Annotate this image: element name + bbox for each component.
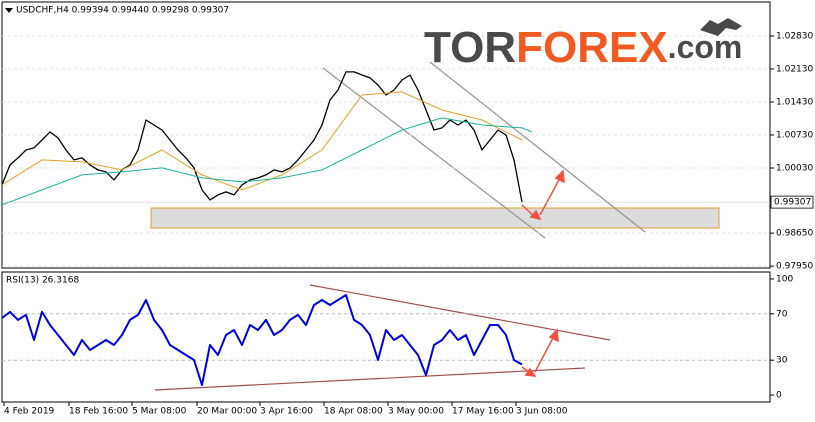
current-price-label: 0.99307: [774, 198, 811, 208]
y-tick-label: 1.01430: [776, 97, 813, 107]
x-tick-label: 20 Mar 00:00: [197, 407, 257, 417]
logo-bull: [700, 18, 742, 36]
y-tick-label: 1.02130: [776, 64, 813, 74]
rsi-title: RSI(13) 26.3168: [6, 276, 79, 286]
y-tick-label: 1.00030: [776, 164, 813, 174]
x-tick-label: 3 Apr 16:00: [260, 407, 313, 417]
logo: TORFOREX.com: [424, 23, 742, 72]
logo-tor: TOR: [424, 23, 516, 72]
x-tick-label: 4 Feb 2019: [4, 407, 55, 417]
current-price-box: [770, 195, 814, 209]
x-tick-label: 18 Feb 16:00: [69, 407, 128, 417]
logo-forex: FOREX: [516, 23, 668, 72]
logo-com: .com: [668, 29, 743, 65]
x-tick-label: 18 Apr 08:00: [324, 407, 383, 417]
rsi-trendline: [154, 367, 586, 391]
plots: [1, 35, 770, 387]
x-tick-label: 3 May 00:00: [388, 407, 444, 417]
x-tick-label: 17 May 16:00: [452, 407, 514, 417]
y-tick-label: 70: [776, 309, 788, 319]
y-tick-label: 0: [776, 391, 782, 401]
chart-title: USDCHF,H4 0.99394 0.99440 0.99298 0.9930…: [16, 6, 229, 16]
y-tick-label: 100: [776, 274, 793, 284]
y-tick-label: 1.02830: [776, 31, 813, 41]
symbol-marker: [5, 8, 13, 13]
channel-line: [322, 67, 546, 239]
y-tick-label: 30: [776, 356, 788, 366]
y-tick-label: 1.00730: [776, 131, 813, 141]
x-tick-label: 3 Jun 08:00: [516, 407, 568, 417]
rsi-trendline: [309, 284, 611, 341]
support-zone: [150, 207, 720, 229]
rsi-frame: [1, 271, 771, 403]
series-line: [1, 294, 523, 387]
channel-line: [429, 61, 646, 233]
x-tick-label: 5 Mar 08:00: [132, 407, 187, 417]
y-tick-label: 0.97950: [776, 262, 813, 272]
series-line: [1, 91, 523, 191]
series-line: [1, 117, 533, 206]
forecast-arrows: [521, 169, 565, 377]
y-tick-label: 0.98650: [776, 229, 813, 239]
